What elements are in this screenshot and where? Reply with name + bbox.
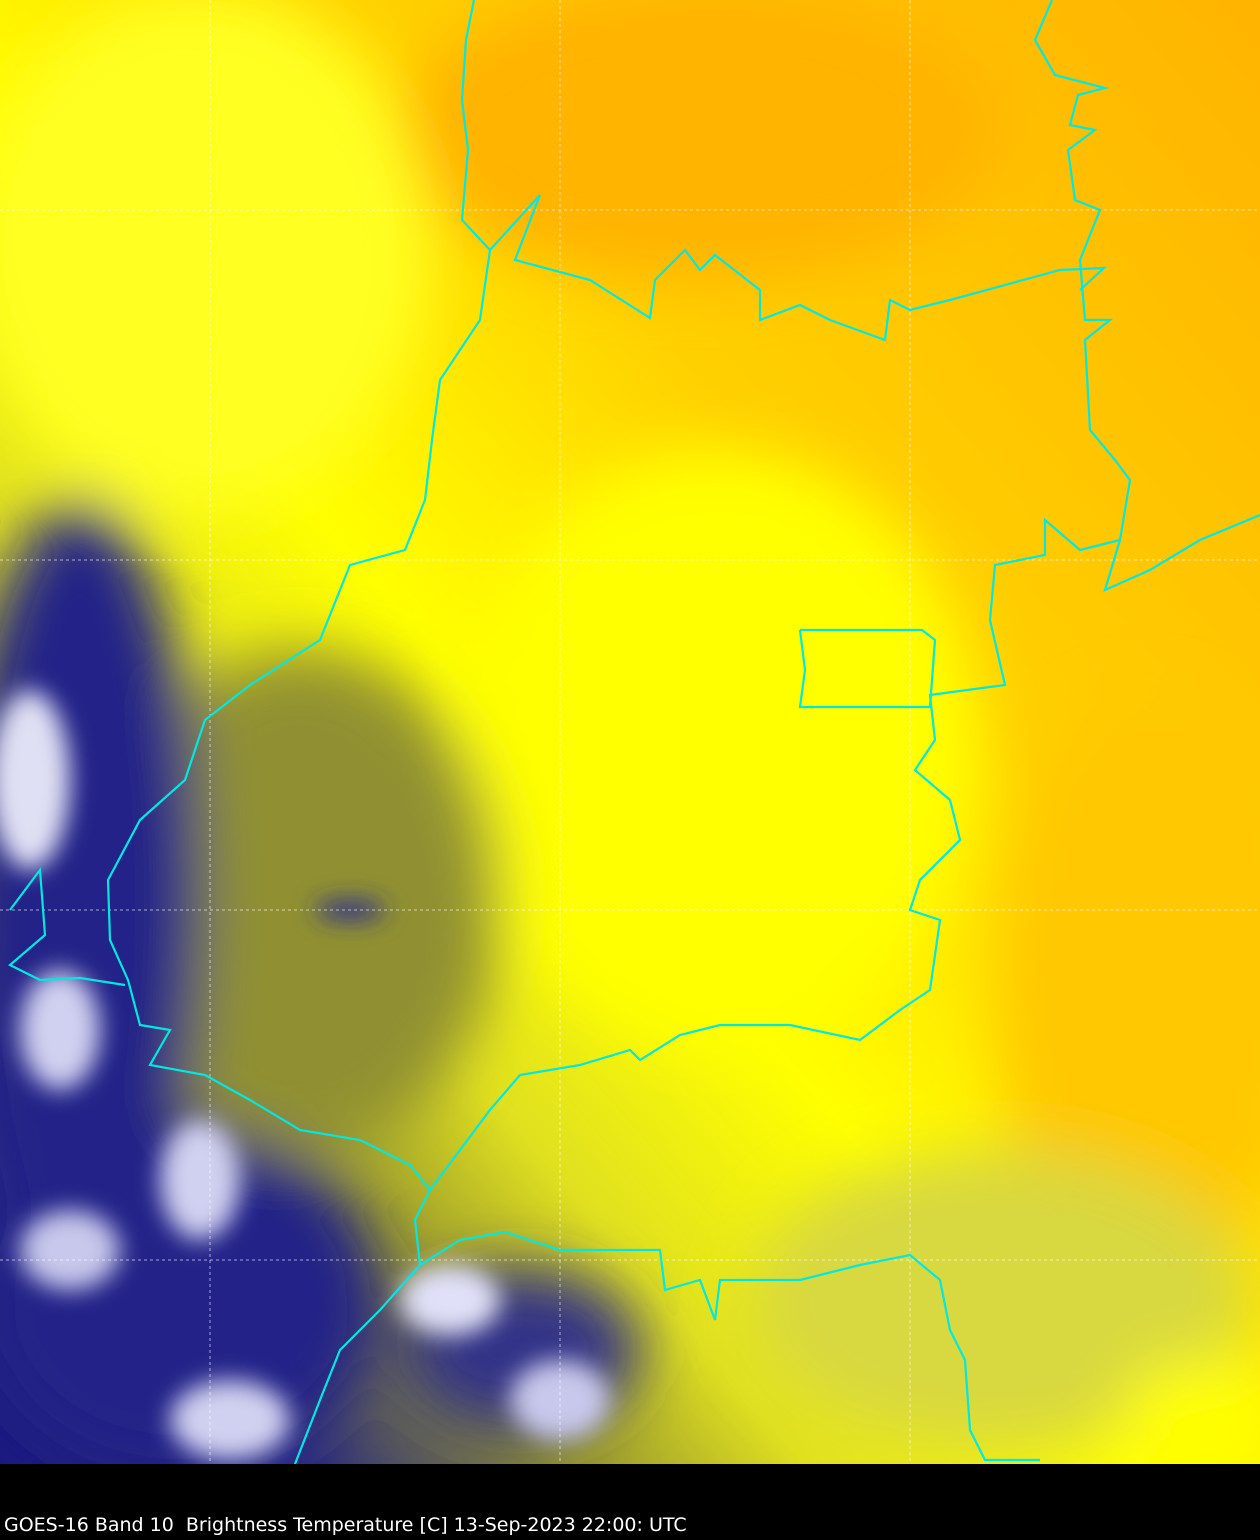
satellite-image: [0, 0, 1260, 1464]
cold-cloud-tops: [0, 690, 610, 1460]
caption-bar: [0, 1464, 1260, 1540]
temperature-features: [0, 0, 1260, 1464]
lat-lon-grid: [0, 0, 1260, 1464]
political-borders: [8, 0, 1260, 1464]
image-caption: GOES-16 Band 10 Brightness Temperature […: [4, 1514, 687, 1536]
